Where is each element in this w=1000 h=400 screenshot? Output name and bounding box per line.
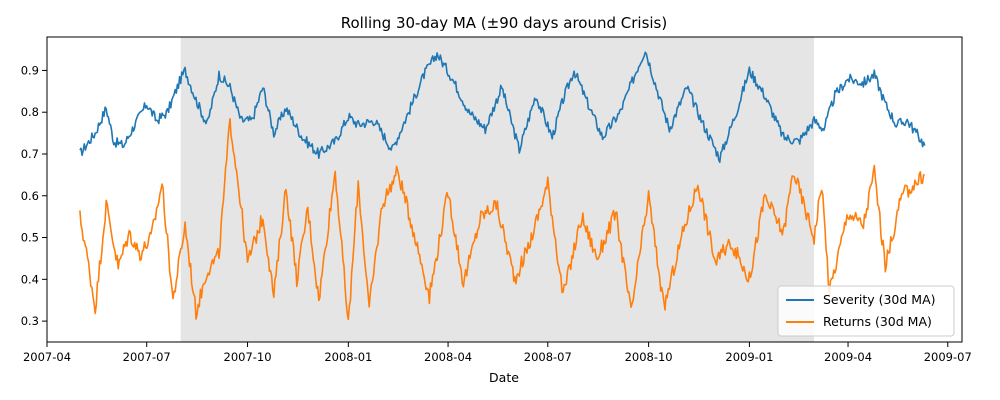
x-tick-label: 2007-07 bbox=[123, 350, 171, 364]
plot-frame bbox=[46, 36, 963, 343]
y-tick-label: 0.9 bbox=[21, 63, 39, 77]
y-tick-label: 0.7 bbox=[21, 147, 39, 161]
crisis-shaded-region bbox=[180, 37, 815, 342]
x-tick-label: 2009-07 bbox=[924, 350, 972, 364]
legend-label-severity: Severity (30d MA) bbox=[823, 292, 936, 307]
x-axis-label: Date bbox=[489, 370, 519, 385]
y-axis-ticks: 0.3 0.4 0.5 0.6 0.7 0.8 0.9 bbox=[21, 63, 47, 328]
x-tick-label: 2009-01 bbox=[725, 350, 773, 364]
series-line-returns bbox=[79, 118, 925, 321]
y-tick-label: 0.3 bbox=[21, 314, 39, 328]
x-tick-label: 2009-04 bbox=[824, 350, 872, 364]
x-tick-label: 2008-07 bbox=[524, 350, 572, 364]
x-tick-label: 2008-04 bbox=[424, 350, 472, 364]
legend: Severity (30d MA) Returns (30d MA) bbox=[777, 285, 955, 337]
x-tick-label: 2008-01 bbox=[324, 350, 372, 364]
x-tick-label: 2007-04 bbox=[23, 350, 71, 364]
legend-label-returns: Returns (30d MA) bbox=[823, 314, 932, 329]
legend-box bbox=[777, 285, 955, 337]
y-tick-label: 0.8 bbox=[21, 105, 39, 119]
series-line-severity bbox=[79, 51, 926, 164]
y-tick-label: 0.4 bbox=[21, 272, 39, 286]
x-axis-ticks: 2007-04 2007-07 2007-10 2008-01 2008-04 2008-… bbox=[23, 342, 972, 364]
y-tick-label: 0.6 bbox=[21, 189, 39, 203]
chart-title: Rolling 30-day MA (±90 days around Crisi… bbox=[341, 14, 667, 32]
series-layer bbox=[79, 51, 926, 321]
y-tick-label: 0.5 bbox=[21, 231, 39, 245]
x-tick-label: 2008-10 bbox=[625, 350, 673, 364]
x-tick-label: 2007-10 bbox=[224, 350, 272, 364]
shaded-region-layer bbox=[180, 37, 815, 342]
